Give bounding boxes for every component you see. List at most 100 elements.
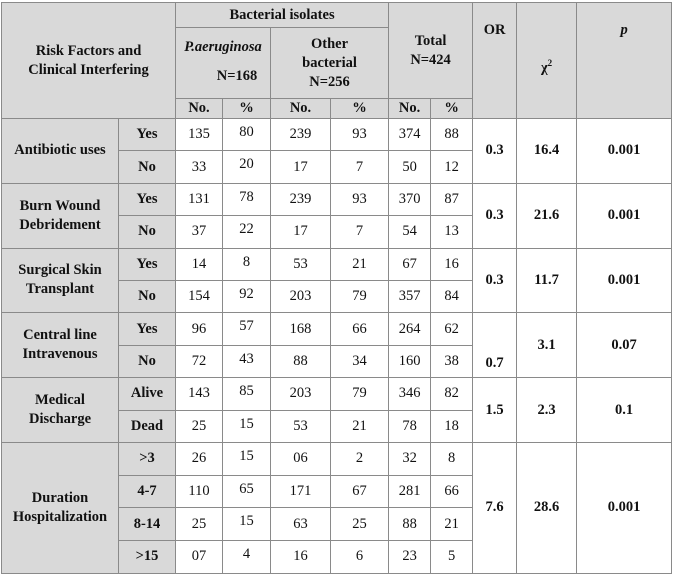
subheader: % [330,98,390,119]
data-cell: 15 [222,507,272,541]
data-row: >15 07 4 16 6 23 5 [2,539,672,574]
or-value: 0.3 [472,118,518,184]
subheader: % [430,98,474,119]
or-value: 0.7 [472,312,518,379]
data-cell: 20 [222,150,272,184]
data-cell: 143 [175,377,224,411]
data-cell: 80 [222,117,272,152]
data-cell: 16 [270,539,332,574]
pa-count: N=168 [216,68,258,84]
or-value: 0.3 [472,247,518,314]
data-cell: 17 [270,150,332,184]
level-label: No [117,344,177,379]
level-label: Yes [117,182,177,217]
level-label: Alive [117,377,177,411]
data-cell: 21 [330,247,390,281]
level-label: No [117,215,177,249]
text-line: Antibiotic uses [14,142,106,159]
text-line: Transplant [25,281,95,298]
text-line: N=256 [309,73,350,90]
header-row: P.aeruginosa N=168 Other bacterial N=256 [2,27,672,99]
data-cell: 7 [330,150,390,184]
group-label: Surgical Skin Transplant [1,247,119,314]
text-line: Central line [23,327,97,344]
text-line: bacterial [302,54,357,71]
data-cell: 65 [222,474,272,509]
data-cell: 12 [430,150,474,184]
data-cell: 15 [222,441,272,476]
p-value: 0.001 [576,118,673,184]
data-cell: 78 [388,409,432,443]
data-cell: 239 [270,182,332,217]
data-row: Antibiotic uses Yes 135 80 239 93 374 88 0.3 16.4… [1,117,673,184]
data-row: No 37 22 17 7 54 13 [2,215,672,249]
data-cell: 26 [175,441,224,476]
data-cell: 88 [430,117,474,152]
data-cell: 22 [222,215,272,249]
level-label: >3 [117,441,177,476]
text-line: Risk Factors and [35,42,142,59]
data-cell: 203 [270,279,332,314]
data-cell: 88 [388,507,432,541]
data-cell: 357 [388,279,432,314]
risk-factors-header: Risk Factors and Clinical Interfering [0,2,177,119]
text-line: Clinical Interfering [28,61,149,78]
chi-superscript: 2 [547,57,553,68]
level-label: Yes [117,117,177,152]
p-value: 0.07 [576,312,673,379]
data-row: 8-14 25 15 63 25 88 21 [2,507,672,541]
chi-header: χ2 [516,2,578,119]
data-cell: 79 [330,279,390,314]
data-cell: 67 [330,474,390,509]
p-value: 0.001 [576,441,673,574]
data-cell: 78 [222,182,272,217]
data-cell: 8 [430,441,474,476]
data-cell: 82 [430,377,474,411]
header-row: Risk Factors and Clinical Interfering Bact… [0,2,673,119]
pa-header: P.aeruginosa N=168 [175,27,272,99]
data-cell: 16 [430,247,474,281]
level-label: Yes [117,247,177,281]
level-label: >15 [117,539,177,574]
p-symbol: p [620,22,628,38]
data-cell: 203 [270,377,332,411]
data-cell: 7 [330,215,390,249]
data-cell: 57 [222,312,272,346]
data-cell: 92 [222,279,272,314]
data-cell: 79 [330,377,390,411]
data-cell: 110 [175,474,224,509]
data-cell: 8 [222,247,272,281]
subheader: No. [175,98,224,119]
text-line: Burn Wound [19,197,101,214]
data-row: Dead 25 15 53 21 78 18 [2,409,672,443]
data-cell: 54 [388,215,432,249]
data-cell: 66 [330,312,390,346]
data-cell: 33 [175,150,224,184]
data-cell: 154 [175,279,224,314]
chi2-value: 11.7 [516,247,578,314]
data-cell: 93 [330,182,390,217]
data-cell: 37 [175,215,224,249]
subheader-row: No.% No.% No.% [2,98,672,119]
data-cell: 93 [330,117,390,152]
text-line: N=424 [410,51,451,68]
data-cell: 66 [430,474,474,509]
or-value: 7.6 [472,441,518,574]
data-cell: 370 [388,182,432,217]
data-cell: 281 [388,474,432,509]
pa-name: P.aeruginosa [184,39,262,55]
data-cell: 17 [270,215,332,249]
data-cell: 4 [222,539,272,574]
data-cell: 88 [270,344,332,379]
data-cell: 50 [388,150,432,184]
text-line: Medical [35,392,85,409]
data-cell: 18 [430,409,474,443]
data-cell: 171 [270,474,332,509]
data-row: Burn Wound Debridement Yes 131 78 239 93 370 87 0… [1,182,673,249]
data-cell: 72 [175,344,224,379]
data-cell: 21 [430,507,474,541]
p-header: p [576,2,673,119]
data-cell: 160 [388,344,432,379]
data-cell: 264 [388,312,432,346]
